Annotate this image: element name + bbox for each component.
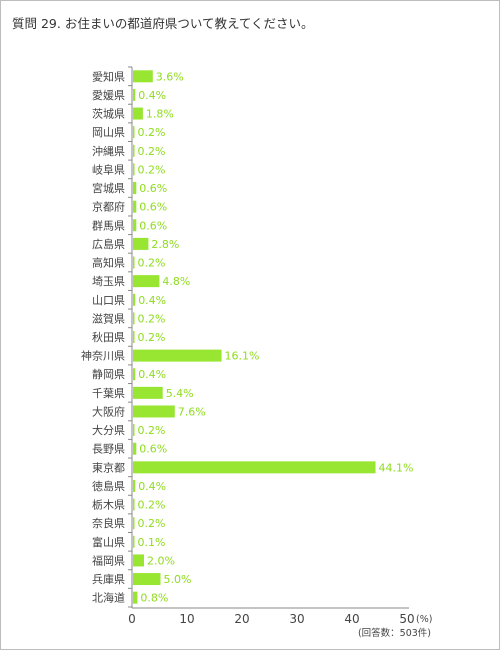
value-label: 5.0% bbox=[164, 573, 192, 586]
category-label: 兵庫県 bbox=[92, 572, 125, 586]
category-label: 福岡県 bbox=[92, 553, 125, 567]
bar bbox=[133, 200, 137, 213]
bar bbox=[133, 182, 137, 195]
x-tick-label: 50 bbox=[399, 612, 414, 626]
value-label: 0.2% bbox=[138, 331, 166, 344]
category-label: 沖縄県 bbox=[92, 144, 125, 158]
bar bbox=[133, 88, 136, 101]
category-label: 岐阜県 bbox=[92, 163, 125, 176]
bar bbox=[133, 330, 135, 343]
value-label: 2.0% bbox=[147, 554, 175, 567]
value-label: 0.2% bbox=[138, 126, 166, 139]
bar bbox=[133, 591, 138, 604]
value-label: 1.8% bbox=[146, 108, 174, 121]
value-label: 0.4% bbox=[138, 89, 166, 102]
value-label: 0.8% bbox=[140, 592, 168, 605]
response-count-note: (回答数：503件) bbox=[358, 627, 431, 639]
category-label: 千葉県 bbox=[92, 386, 125, 400]
bar bbox=[133, 219, 137, 232]
value-label: 44.1% bbox=[379, 461, 414, 474]
question-number: 質問 29. bbox=[12, 16, 61, 31]
x-unit-label: (%) bbox=[416, 614, 432, 625]
value-label: 0.6% bbox=[139, 219, 167, 232]
value-label: 0.1% bbox=[138, 536, 166, 549]
bar bbox=[133, 573, 161, 586]
value-label: 0.2% bbox=[138, 499, 166, 512]
category-label: 大分県 bbox=[92, 423, 125, 437]
category-label: 神奈川県 bbox=[81, 349, 125, 363]
category-label: 宮城県 bbox=[92, 181, 125, 195]
category-label: 奈良県 bbox=[92, 516, 125, 530]
category-label: 愛知県 bbox=[92, 69, 125, 83]
category-label: 山口県 bbox=[92, 294, 125, 307]
category-label: 北海道 bbox=[92, 591, 125, 605]
bar bbox=[133, 144, 135, 157]
bar bbox=[133, 424, 135, 437]
category-label: 富山県 bbox=[92, 535, 125, 549]
bar bbox=[133, 479, 136, 492]
bar bbox=[133, 349, 222, 362]
bar bbox=[133, 405, 175, 418]
value-label: 0.6% bbox=[139, 182, 167, 195]
bar bbox=[133, 256, 135, 269]
bar bbox=[133, 517, 135, 530]
bar bbox=[133, 163, 135, 176]
category-label: 滋賀県 bbox=[92, 312, 125, 325]
category-label: 埼玉県 bbox=[92, 274, 125, 288]
bar bbox=[133, 237, 149, 250]
value-label: 0.2% bbox=[138, 257, 166, 270]
value-label: 16.1% bbox=[225, 350, 260, 363]
bar bbox=[133, 461, 376, 474]
bar bbox=[133, 554, 144, 567]
value-label: 0.6% bbox=[139, 443, 167, 456]
category-label: 岡山県 bbox=[92, 126, 125, 139]
bar bbox=[133, 535, 135, 548]
value-label: 0.2% bbox=[138, 517, 166, 530]
value-label: 5.4% bbox=[166, 387, 194, 400]
x-tick-label: 40 bbox=[344, 612, 359, 626]
x-tick-label: 30 bbox=[289, 612, 304, 626]
category-label: 東京都 bbox=[92, 460, 125, 474]
category-label: 大阪府 bbox=[92, 404, 125, 418]
value-label: 7.6% bbox=[178, 405, 206, 418]
bar bbox=[133, 70, 153, 83]
value-label: 0.6% bbox=[139, 201, 167, 214]
category-label: 群馬県 bbox=[92, 218, 125, 232]
bar bbox=[133, 293, 136, 306]
category-label: 広島県 bbox=[92, 237, 125, 251]
value-label: 0.4% bbox=[138, 368, 166, 381]
bar bbox=[133, 442, 137, 455]
value-label: 4.8% bbox=[162, 275, 190, 288]
category-label: 長野県 bbox=[92, 443, 125, 456]
question-text: お住まいの都道府県ついて教えてください。 bbox=[64, 16, 314, 31]
category-label: 静岡県 bbox=[92, 367, 125, 381]
bar bbox=[133, 498, 135, 511]
value-label: 3.6% bbox=[156, 70, 184, 83]
bar bbox=[133, 368, 136, 381]
x-tick-label: 20 bbox=[234, 612, 249, 626]
category-label: 愛媛県 bbox=[92, 88, 125, 102]
category-label: 秋田県 bbox=[92, 330, 125, 344]
category-label: 茨城県 bbox=[92, 107, 125, 121]
value-label: 0.2% bbox=[138, 312, 166, 325]
bar bbox=[133, 312, 135, 325]
category-label: 京都府 bbox=[92, 200, 125, 214]
chart-title: 質問 29. お住まいの都道府県ついて教えてください。 bbox=[12, 13, 313, 32]
bar bbox=[133, 386, 163, 399]
category-label: 徳島県 bbox=[92, 479, 125, 493]
x-tick-label: 10 bbox=[179, 612, 194, 626]
value-label: 0.4% bbox=[138, 480, 166, 493]
value-label: 0.2% bbox=[138, 424, 166, 437]
x-tick-label: 0 bbox=[128, 612, 136, 626]
value-label: 0.2% bbox=[138, 145, 166, 158]
bar bbox=[133, 275, 160, 288]
value-label: 0.2% bbox=[138, 163, 166, 176]
value-label: 2.8% bbox=[151, 238, 179, 251]
bar bbox=[133, 107, 143, 120]
bar bbox=[133, 126, 135, 139]
category-label: 栃木県 bbox=[92, 498, 125, 512]
category-label: 高知県 bbox=[92, 256, 125, 270]
value-label: 0.4% bbox=[138, 294, 166, 307]
